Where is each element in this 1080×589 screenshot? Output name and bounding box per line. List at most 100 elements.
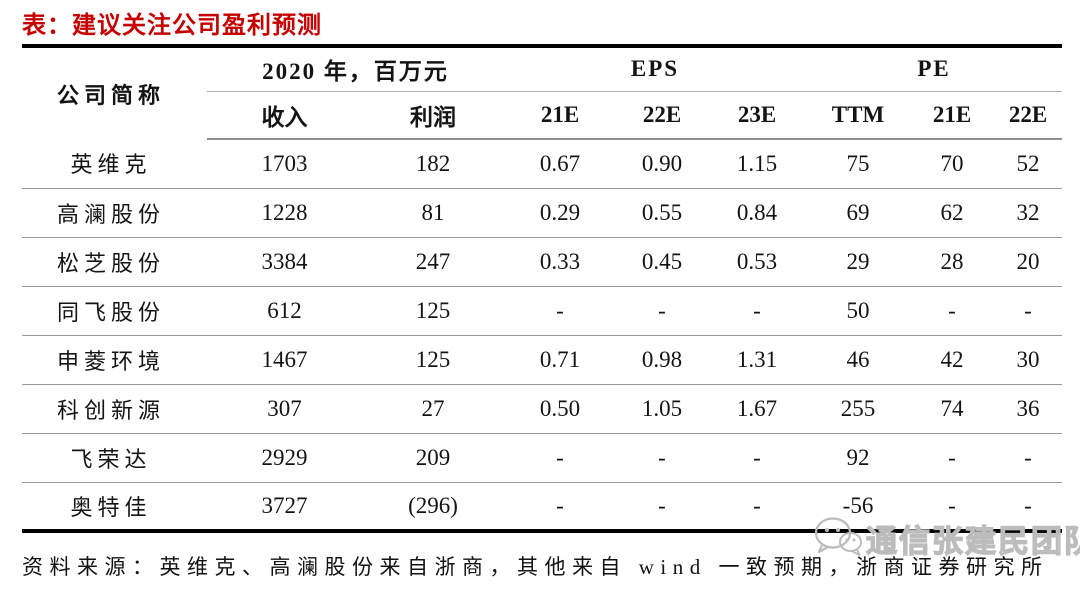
value-cell: 3727 [261, 492, 308, 518]
header-sub-row: 收入 利润 21E 22E 23E TTM 21E 22E [22, 91, 1063, 140]
value-cell: 0.55 [616, 188, 708, 238]
value-cell: - [616, 286, 708, 336]
company-name: 申菱环境 [56, 348, 165, 374]
value-cell: - [753, 492, 761, 518]
company-name-cell: 松芝股份 [22, 237, 207, 287]
page-title: 表：建议关注公司盈利预测 [22, 12, 322, 39]
value-cell: 247 [362, 237, 504, 287]
value-cell: - [994, 286, 1063, 336]
header-2020-group: 2020 年，百万元 [207, 46, 504, 92]
company-name: 同飞股份 [56, 299, 165, 325]
value-cell: 612 [207, 286, 362, 336]
table-body: 英维克 1703 182 0.67 0.90 1.15 75 70 52 高澜股… [22, 139, 1063, 531]
company-name: 英维克 [70, 152, 152, 178]
header-revenue: 收入 [207, 91, 362, 140]
header-pe-22e: 22E [994, 91, 1063, 140]
value-cell: 1467 [207, 335, 362, 385]
table-row: 奥特佳 3727 (296) - - - -56 - - [22, 482, 1062, 531]
value-cell: 1.31 [708, 335, 806, 385]
value-cell: - [658, 492, 666, 518]
company-name-cell: 科创新源 [22, 384, 207, 434]
value-cell: -56 [842, 492, 874, 518]
value-cell: 1.67 [708, 384, 806, 434]
value-cell: 0.50 [504, 384, 616, 434]
value-cell: 70 [910, 139, 994, 189]
table-row: 英维克 1703 182 0.67 0.90 1.15 75 70 52 [22, 139, 1063, 189]
table-row: 松芝股份 3384 247 0.33 0.45 0.53 29 28 20 [22, 237, 1063, 287]
company-name: 奥特佳 [70, 494, 152, 520]
value-cell: 0.53 [708, 237, 806, 287]
table-row: 飞荣达 2929 209 - - - 92 - - [22, 433, 1063, 483]
value-cell: 81 [362, 188, 504, 238]
value-cell: 32 [994, 188, 1063, 238]
value-cell: - [556, 492, 564, 518]
value-cell: 1.15 [708, 139, 806, 189]
value-cell: - [910, 433, 994, 483]
value-cell: 36 [994, 384, 1063, 434]
table-row: 高澜股份 1228 81 0.29 0.55 0.84 69 62 32 [22, 188, 1063, 238]
value-cell: - [708, 433, 806, 483]
value-cell: 0.33 [504, 237, 616, 287]
value-cell: 28 [910, 237, 994, 287]
header-profit: 利润 [362, 91, 504, 140]
header-eps-23e: 23E [708, 91, 806, 140]
company-name-cell: 奥特佳 [22, 482, 207, 531]
value-cell: 1228 [207, 188, 362, 238]
value-cell: - [616, 433, 708, 483]
company-name-cell: 飞荣达 [22, 433, 207, 483]
header-company: 公司简称 [56, 82, 165, 108]
value-cell: 209 [362, 433, 504, 483]
value-cell: 125 [362, 286, 504, 336]
value-cell: 182 [362, 139, 504, 189]
value-cell: 2929 [207, 433, 362, 483]
value-cell: 30 [994, 335, 1063, 385]
value-cell: 0.67 [504, 139, 616, 189]
value-cell: - [504, 286, 616, 336]
value-cell: 62 [910, 188, 994, 238]
value-cell: 29 [806, 237, 910, 287]
value-cell: 307 [207, 384, 362, 434]
company-name-cell: 英维克 [22, 139, 207, 189]
value-cell: - [504, 433, 616, 483]
value-cell: 69 [806, 188, 910, 238]
header-pe-ttm: TTM [806, 91, 910, 140]
value-cell: 0.90 [616, 139, 708, 189]
value-cell: - [948, 492, 956, 518]
company-name-cell: 申菱环境 [22, 335, 207, 385]
value-cell: - [910, 286, 994, 336]
value-cell: 75 [806, 139, 910, 189]
value-cell: 50 [806, 286, 910, 336]
header-eps-group: EPS [504, 46, 806, 92]
company-name: 高澜股份 [56, 201, 165, 227]
source-note: 资料来源：英维克、高澜股份来自浙商，其他来自 wind 一致预期，浙商证券研究所 [22, 555, 1049, 579]
value-cell: 27 [362, 384, 504, 434]
value-cell: 255 [806, 384, 910, 434]
table-row: 申菱环境 1467 125 0.71 0.98 1.31 46 42 30 [22, 335, 1063, 385]
value-cell: 46 [806, 335, 910, 385]
company-name: 科创新源 [56, 397, 165, 423]
value-cell: - [1024, 492, 1032, 518]
value-cell: - [708, 286, 806, 336]
value-cell: 0.84 [708, 188, 806, 238]
forecast-table: 公司简称 2020 年，百万元 EPS PE 收入 利润 21E 22E 23E… [22, 44, 1063, 533]
value-cell: 1703 [207, 139, 362, 189]
header-eps-22e: 22E [616, 91, 708, 140]
value-cell: 0.45 [616, 237, 708, 287]
value-cell: 0.71 [504, 335, 616, 385]
value-cell: 125 [362, 335, 504, 385]
company-name: 飞荣达 [70, 446, 152, 472]
value-cell: 52 [994, 139, 1063, 189]
company-name-cell: 高澜股份 [22, 188, 207, 238]
header-eps-21e: 21E [504, 91, 616, 140]
value-cell: 3384 [207, 237, 362, 287]
value-cell: 0.29 [504, 188, 616, 238]
value-cell: 92 [806, 433, 910, 483]
header-pe-group: PE [806, 46, 1063, 92]
table-row: 科创新源 307 27 0.50 1.05 1.67 255 74 36 [22, 384, 1063, 434]
header-pe-21e: 21E [910, 91, 994, 140]
value-cell: - [994, 433, 1063, 483]
value-cell: 74 [910, 384, 994, 434]
table-row: 同飞股份 612 125 - - - 50 - - [22, 286, 1063, 336]
header-group-row: 公司简称 2020 年，百万元 EPS PE [22, 46, 1063, 108]
company-name-cell: 同飞股份 [22, 286, 207, 336]
